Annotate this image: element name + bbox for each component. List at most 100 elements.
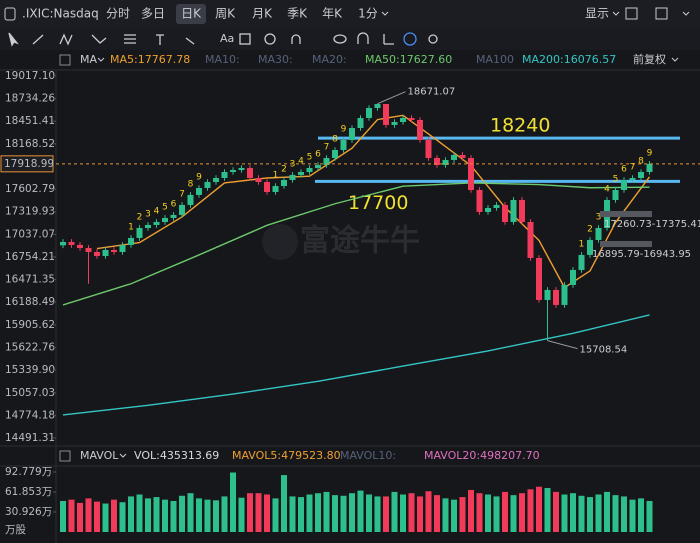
period-tab[interactable]: 分时	[106, 7, 130, 21]
candle-body	[187, 194, 194, 205]
close-icon[interactable]	[59, 450, 71, 462]
candle-body	[400, 118, 406, 122]
period-tab[interactable]: 月K	[252, 7, 273, 21]
period-tab[interactable]: 年K	[322, 7, 343, 21]
lock-tool[interactable]	[291, 34, 301, 44]
volume-bar	[553, 491, 559, 532]
y-tick-label: 15905.62	[5, 319, 55, 331]
channel-tool[interactable]	[59, 33, 73, 46]
leader	[377, 91, 406, 105]
pen-tool[interactable]	[185, 37, 195, 45]
candle-body	[255, 177, 262, 182]
y-tick-label: 17319.93	[5, 206, 55, 218]
checkbox[interactable]	[625, 7, 638, 20]
sync-tool[interactable]	[403, 32, 417, 46]
td-count: 7	[630, 163, 636, 173]
delete-tool[interactable]	[383, 34, 394, 45]
candle-body	[578, 254, 585, 270]
candle-body	[621, 179, 627, 190]
volume-bar	[77, 502, 83, 532]
ma-label[interactable]: MA	[80, 53, 97, 66]
range-label: 17260.73-17375.41	[604, 219, 700, 230]
volume-bar	[468, 489, 474, 532]
checkbox[interactable]	[655, 7, 668, 20]
text-tool[interactable]	[156, 34, 164, 45]
range-label: 16895.79-16943.95	[592, 249, 691, 260]
range-marker	[600, 211, 652, 217]
circle-tool[interactable]	[264, 33, 276, 45]
volume-bar	[476, 493, 483, 532]
caret	[612, 11, 620, 16]
candle-body	[238, 167, 245, 170]
volume-bar	[417, 496, 423, 532]
caret	[119, 453, 127, 458]
mavol-label[interactable]: MAVOL	[80, 449, 119, 462]
candle-body	[502, 204, 508, 222]
candle-body	[306, 167, 313, 172]
close-icon[interactable]	[59, 54, 71, 66]
wave-tool[interactable]	[91, 34, 107, 44]
volume-bar	[349, 493, 355, 532]
symbol[interactable]: .IXIC:Nasdaq	[22, 7, 99, 21]
volume-bar	[604, 491, 610, 532]
volume-unit: 万股	[5, 524, 26, 536]
volume-bar	[85, 498, 92, 532]
candle-body	[468, 157, 474, 190]
td-count: 6	[315, 150, 321, 160]
volume-bar	[434, 495, 440, 532]
fib-tool[interactable]	[124, 34, 136, 44]
volume-bar	[230, 472, 236, 532]
period-tab[interactable]: 1分	[358, 7, 378, 21]
volume-bar	[102, 503, 109, 532]
vol-legend: MAVOL5:479523.80	[232, 449, 341, 462]
magnet-tool[interactable]	[357, 32, 369, 44]
vol-tick-label: 92.779万	[5, 466, 52, 478]
candle-body	[519, 199, 525, 222]
period-tab[interactable]: 多日	[141, 7, 165, 21]
display-menu[interactable]: 显示	[585, 7, 609, 21]
candle-body	[425, 139, 432, 158]
cursor-tool[interactable]	[8, 32, 19, 47]
candle-body	[68, 241, 75, 245]
candle-body	[527, 221, 534, 258]
candle-body	[315, 164, 321, 168]
period-tab[interactable]: 季K	[287, 7, 308, 21]
high-label: 18671.07	[408, 87, 456, 98]
td-count: 8	[332, 135, 338, 145]
adjust-menu[interactable]: 前复权	[633, 52, 666, 66]
candle-body	[417, 120, 423, 140]
text-tool-label[interactable]: Aa	[220, 32, 234, 45]
td-count: 9	[196, 173, 202, 183]
volume-bar	[221, 496, 228, 532]
settings-tool[interactable]	[428, 34, 438, 44]
candle-body	[374, 104, 381, 109]
volume-bar	[383, 496, 389, 532]
volume-bar	[451, 499, 457, 532]
period-tab[interactable]: 周K	[215, 7, 236, 21]
candle-body	[332, 149, 338, 158]
eye-tool[interactable]	[333, 34, 347, 44]
candle-body	[85, 247, 92, 252]
symbol-icon[interactable]	[4, 7, 16, 21]
current-price-label: 17918.99	[4, 158, 54, 170]
candle-body	[281, 179, 287, 186]
td-count: 3	[596, 213, 602, 223]
volume-bar	[391, 491, 398, 532]
candle-body	[383, 104, 389, 125]
y-tick-label: 14774.18	[5, 409, 55, 421]
td-count: 3	[145, 210, 151, 220]
y-tick-label: 18168.52	[5, 138, 55, 150]
current-price-box	[0, 155, 54, 173]
line-tool[interactable]	[32, 34, 44, 45]
candle-body	[612, 189, 619, 200]
volume-bar	[255, 493, 262, 532]
volume-bar	[442, 498, 449, 532]
volume-bar	[128, 496, 134, 532]
shape-tool[interactable]	[239, 33, 251, 45]
candle-body	[153, 221, 160, 225]
period-tab[interactable]: 日K	[181, 7, 202, 21]
candle-body	[94, 251, 100, 256]
td-count: 1	[273, 171, 279, 181]
volume-bar	[238, 497, 245, 532]
